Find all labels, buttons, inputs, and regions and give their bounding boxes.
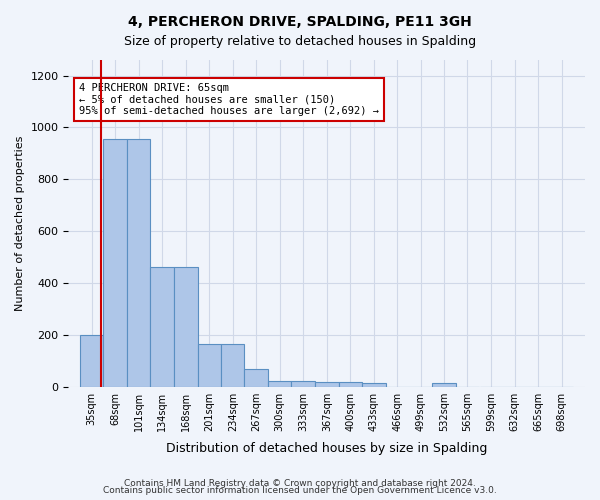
Bar: [103, 139, 127, 386]
Bar: [150, 268, 173, 386]
Bar: [291, 381, 314, 386]
Bar: [432, 384, 455, 386]
Bar: [127, 139, 150, 386]
Bar: [268, 381, 291, 386]
Text: Size of property relative to detached houses in Spalding: Size of property relative to detached ho…: [124, 35, 476, 48]
Bar: [80, 335, 103, 386]
Bar: [339, 382, 362, 386]
Bar: [362, 384, 386, 386]
Text: Contains HM Land Registry data © Crown copyright and database right 2024.: Contains HM Land Registry data © Crown c…: [124, 478, 476, 488]
Text: Contains public sector information licensed under the Open Government Licence v3: Contains public sector information licen…: [103, 486, 497, 495]
X-axis label: Distribution of detached houses by size in Spalding: Distribution of detached houses by size …: [166, 442, 487, 455]
Bar: [316, 382, 339, 386]
Bar: [198, 344, 221, 387]
Y-axis label: Number of detached properties: Number of detached properties: [15, 136, 25, 311]
Text: 4, PERCHERON DRIVE, SPALDING, PE11 3GH: 4, PERCHERON DRIVE, SPALDING, PE11 3GH: [128, 15, 472, 29]
Bar: [244, 369, 268, 386]
Text: 4 PERCHERON DRIVE: 65sqm
← 5% of detached houses are smaller (150)
95% of semi-d: 4 PERCHERON DRIVE: 65sqm ← 5% of detache…: [79, 83, 379, 116]
Bar: [221, 344, 244, 387]
Bar: [175, 268, 198, 386]
